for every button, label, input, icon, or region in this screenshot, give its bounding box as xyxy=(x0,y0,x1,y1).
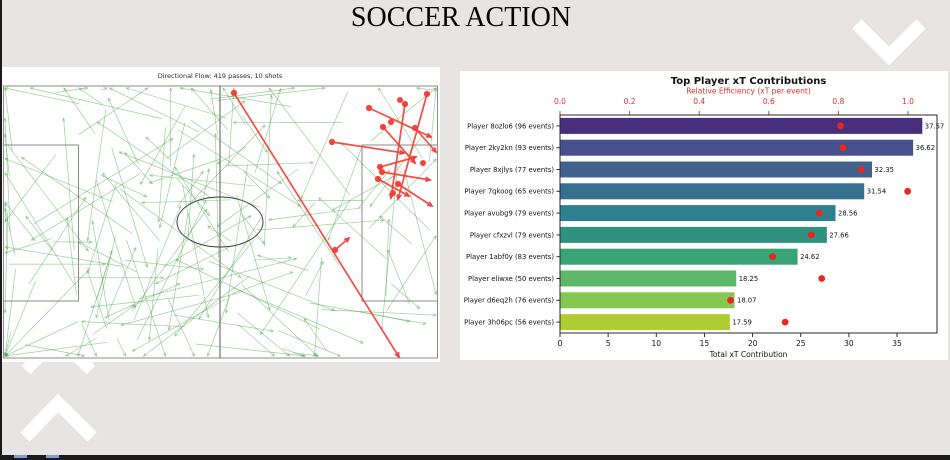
shot-origin-dot xyxy=(420,160,426,166)
efficiency-dot xyxy=(807,231,815,239)
bottom-tick-label: 35 xyxy=(892,339,902,348)
bottom-bar-segment xyxy=(46,455,59,458)
shot-origin-dot xyxy=(394,180,402,188)
bottom-bar xyxy=(0,455,950,460)
efficiency-dot xyxy=(904,187,912,195)
bar xyxy=(560,139,914,156)
left-penalty-box xyxy=(3,144,79,302)
efficiency-dot xyxy=(769,253,777,261)
next-chevron-down-icon[interactable] xyxy=(845,12,935,67)
pitch-panel: Directional Flow: 419 passes, 10 shots xyxy=(2,67,440,362)
bottom-tick-label: 5 xyxy=(606,339,611,348)
player-label: Player 7qkoog (65 events) xyxy=(465,188,555,196)
pitch-flow-diagram: Directional Flow: 419 passes, 10 shots xyxy=(3,72,438,359)
bar-value-label: 18.07 xyxy=(737,297,756,305)
shot-origin-dot xyxy=(379,123,387,131)
player-label: Player 8ozlo6 (96 events) xyxy=(467,122,554,130)
player-label: Player avubg9 (79 events) xyxy=(464,210,554,218)
bar-value-label: 18.25 xyxy=(739,275,758,283)
player-label: Player 3h06pc (56 events) xyxy=(464,319,554,327)
bottom-tick-label: 30 xyxy=(844,339,854,348)
shot-origin-dot xyxy=(365,104,373,112)
efficiency-dot xyxy=(837,122,844,130)
shot-origin-dot xyxy=(390,190,396,196)
efficiency-dot xyxy=(818,275,826,282)
player-label: Player 2ky2kn (93 events) xyxy=(465,144,554,152)
page-title: SOCCER ACTION xyxy=(350,2,572,33)
bottom-tick-label: 20 xyxy=(748,339,758,348)
bar-value-label: 27.66 xyxy=(829,231,848,239)
bar-value-label: 24.62 xyxy=(800,253,819,261)
center-circle xyxy=(176,196,264,248)
shot-origin-dot xyxy=(397,97,403,103)
top-tick-label: 0.4 xyxy=(693,97,705,106)
bar xyxy=(560,270,737,287)
bar-value-label: 37.57 xyxy=(925,122,944,130)
top-tick-label: 1.0 xyxy=(902,97,914,106)
bar-value-label: 36.62 xyxy=(916,144,935,152)
top-axis-label: Relative Efficiency (xT per event) xyxy=(686,87,811,96)
bottom-bar-segment xyxy=(14,455,27,458)
shot-origin-dot xyxy=(401,100,409,108)
top-tick-label: 0.2 xyxy=(624,97,636,106)
bar xyxy=(560,314,730,331)
efficiency-dot xyxy=(815,209,823,217)
shot-origin-dot xyxy=(411,124,419,132)
pitch-title: Directional Flow: 419 passes, 10 shots xyxy=(158,72,283,80)
player-label: Player cfxzvl (79 events) xyxy=(470,231,554,239)
plot-frame xyxy=(559,114,938,334)
top-tick-label: 0.8 xyxy=(832,97,844,106)
right-penalty-box xyxy=(361,144,438,302)
bottom-tick-label: 0 xyxy=(558,339,563,348)
left-window-border xyxy=(0,0,2,460)
bar-value-label: 17.59 xyxy=(732,319,751,327)
bar xyxy=(560,161,873,178)
shot-lines xyxy=(230,89,438,359)
bar xyxy=(560,117,923,134)
shot-origin-dot xyxy=(331,246,339,254)
player-label: Player eliwxe (50 events) xyxy=(468,275,554,283)
bar-value-label: 31.54 xyxy=(867,188,886,196)
shot-origin-dot xyxy=(328,138,336,146)
bar xyxy=(560,183,865,200)
bottom-tick-label: 15 xyxy=(700,339,710,348)
efficiency-dot xyxy=(839,144,847,152)
bar-value-label: 32.35 xyxy=(875,166,894,174)
player-label: Player d6eq2h (76 events) xyxy=(464,297,555,305)
top-tick-label: 0.6 xyxy=(763,97,775,106)
bottom-tick-label: 25 xyxy=(796,339,806,348)
bar xyxy=(560,205,836,222)
bottom-tick-label: 10 xyxy=(652,339,662,348)
chart-title: Top Player xT Contributions xyxy=(671,76,827,87)
efficiency-dot xyxy=(857,166,865,173)
efficiency-dot xyxy=(781,318,789,326)
bar-value-label: 28.56 xyxy=(838,210,857,218)
bar xyxy=(560,248,798,265)
shot-origin-dot xyxy=(230,89,238,97)
bottom-axis-label: Total xT Contribution xyxy=(709,350,788,359)
top-tick-label: 0.0 xyxy=(554,97,566,106)
efficiency-dot xyxy=(727,296,734,304)
bar xyxy=(560,292,735,309)
pass-arrows xyxy=(3,86,438,358)
player-label: Player 8xjlys (77 events) xyxy=(470,166,555,174)
shot-origin-dot xyxy=(388,119,394,125)
shot-origin-dot xyxy=(423,90,431,98)
player-label: Player 1abf0y (83 events) xyxy=(466,253,554,261)
bar xyxy=(560,226,827,243)
shot-origin-dot xyxy=(374,175,382,183)
shot-origin-dot xyxy=(378,168,386,176)
prev-chevron-up-icon[interactable] xyxy=(14,393,104,453)
chart-panel: Top Player xT Contributions Relative Effi… xyxy=(460,71,948,360)
shot-origin-dot xyxy=(376,163,384,171)
